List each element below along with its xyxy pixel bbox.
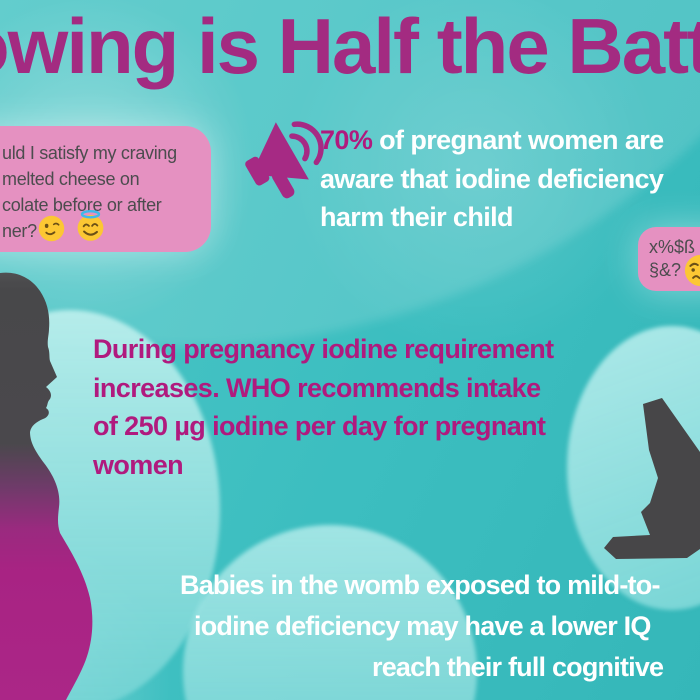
fact-70-percent-value: 70% <box>320 125 373 155</box>
bubble-craving-line: melted cheese on <box>2 169 140 189</box>
fact-70-line2: aware that iodine deficiency <box>320 163 664 194</box>
confused-emoji-icon <box>684 254 700 287</box>
fact-who-recommendation: During pregnancy iodine requirement incr… <box>93 330 554 484</box>
fact-70-line1: of pregnant women are <box>372 125 664 155</box>
fact-babies-line1: Babies in the womb exposed to mild-to- <box>180 570 660 600</box>
bubble-craving-line: uld I satisfy my craving <box>2 143 177 163</box>
fact-who-line: women <box>93 449 184 480</box>
speech-bubble-craving: uld I satisfy my craving melted cheese o… <box>0 126 211 252</box>
background-circle-right <box>567 326 700 610</box>
smirk-wink-emoji-icon <box>38 215 65 242</box>
fact-70-line3: harm their child <box>320 202 514 233</box>
page-title: owing is Half the Batt <box>0 2 700 90</box>
bubble-craving-line: ner? <box>2 221 37 241</box>
speech-bubble-confused: x%$ß §&? <box>638 227 700 291</box>
fact-babies-line3: reach their full cognitive <box>372 652 664 682</box>
fact-70-percent: 70% of pregnant women are aware that iod… <box>320 121 664 237</box>
bubble-confused-line: §&? <box>649 260 682 280</box>
fact-babies-line2: iodine deficiency may have a lower IQ <box>194 611 651 641</box>
bubble-craving-line: colate before or after <box>2 195 162 215</box>
fact-who-line: increases. WHO recommends intake <box>93 372 541 403</box>
fact-who-line: During pregnancy iodine requirement <box>93 334 554 364</box>
bubble-confused-line: x%$ß <box>649 237 696 257</box>
angel-halo-emoji-icon <box>77 209 104 241</box>
fact-who-line: of 250 µg iodine per day for pregnant <box>93 411 546 441</box>
